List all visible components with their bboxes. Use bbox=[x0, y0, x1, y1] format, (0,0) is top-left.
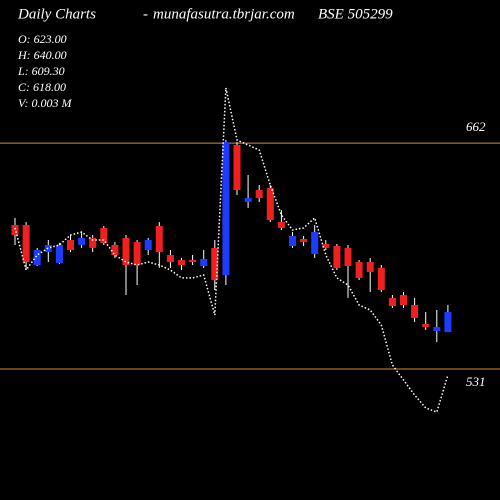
candle-body bbox=[311, 232, 319, 254]
candle-body bbox=[366, 262, 374, 273]
candle-body bbox=[244, 197, 252, 203]
candle-body bbox=[144, 240, 152, 250]
candle-body bbox=[388, 297, 396, 307]
candle-body bbox=[22, 225, 30, 263]
ohlcv-volume: V: 0.003 M bbox=[18, 96, 73, 110]
candle-body bbox=[322, 243, 330, 248]
candle-body bbox=[411, 305, 419, 318]
candle-body bbox=[67, 240, 74, 250]
candle-body bbox=[200, 258, 208, 267]
candle-body bbox=[55, 245, 63, 263]
candle-body bbox=[222, 142, 230, 275]
symbol: BSE 505299 bbox=[318, 6, 393, 22]
level-label: 662 bbox=[466, 119, 486, 134]
candle-body bbox=[289, 236, 296, 247]
candle-body bbox=[300, 238, 308, 243]
candle-body bbox=[11, 225, 19, 235]
ohlcv-open: O: 623.00 bbox=[18, 32, 67, 46]
chart-title: Daily Charts bbox=[17, 6, 96, 22]
candle-body bbox=[444, 312, 452, 333]
candle-body bbox=[89, 237, 97, 248]
level-label: 531 bbox=[466, 374, 486, 389]
candle-body bbox=[255, 190, 263, 198]
candle-body bbox=[44, 245, 52, 253]
candle-body bbox=[111, 245, 119, 255]
ohlcv-close: C: 618.00 bbox=[18, 80, 66, 94]
candle-body bbox=[355, 262, 363, 278]
subtitle: munafasutra.tbrjar.com bbox=[153, 6, 295, 22]
candle-body bbox=[433, 327, 441, 332]
candle-body bbox=[377, 267, 385, 290]
candle-body bbox=[133, 242, 141, 265]
candle-body bbox=[266, 187, 274, 220]
candle-body bbox=[422, 323, 430, 328]
ohlcv-low: L: 609.30 bbox=[17, 64, 65, 78]
candle-body bbox=[211, 247, 219, 280]
candle-body bbox=[233, 145, 241, 190]
candle-body bbox=[277, 222, 285, 228]
candle-body bbox=[122, 237, 130, 265]
candle-body bbox=[166, 255, 174, 263]
average-line bbox=[14, 87, 449, 414]
candle-body bbox=[189, 260, 197, 263]
ohlcv-high: H: 640.00 bbox=[17, 48, 67, 62]
candle-body bbox=[344, 247, 352, 267]
separator: - bbox=[143, 6, 148, 22]
candle-body bbox=[178, 260, 185, 265]
candle-body bbox=[33, 250, 41, 265]
candle-body bbox=[155, 226, 163, 253]
candle-body bbox=[400, 295, 407, 305]
candle-body bbox=[100, 227, 108, 243]
candle-body bbox=[78, 237, 86, 245]
candle-body bbox=[333, 246, 341, 268]
